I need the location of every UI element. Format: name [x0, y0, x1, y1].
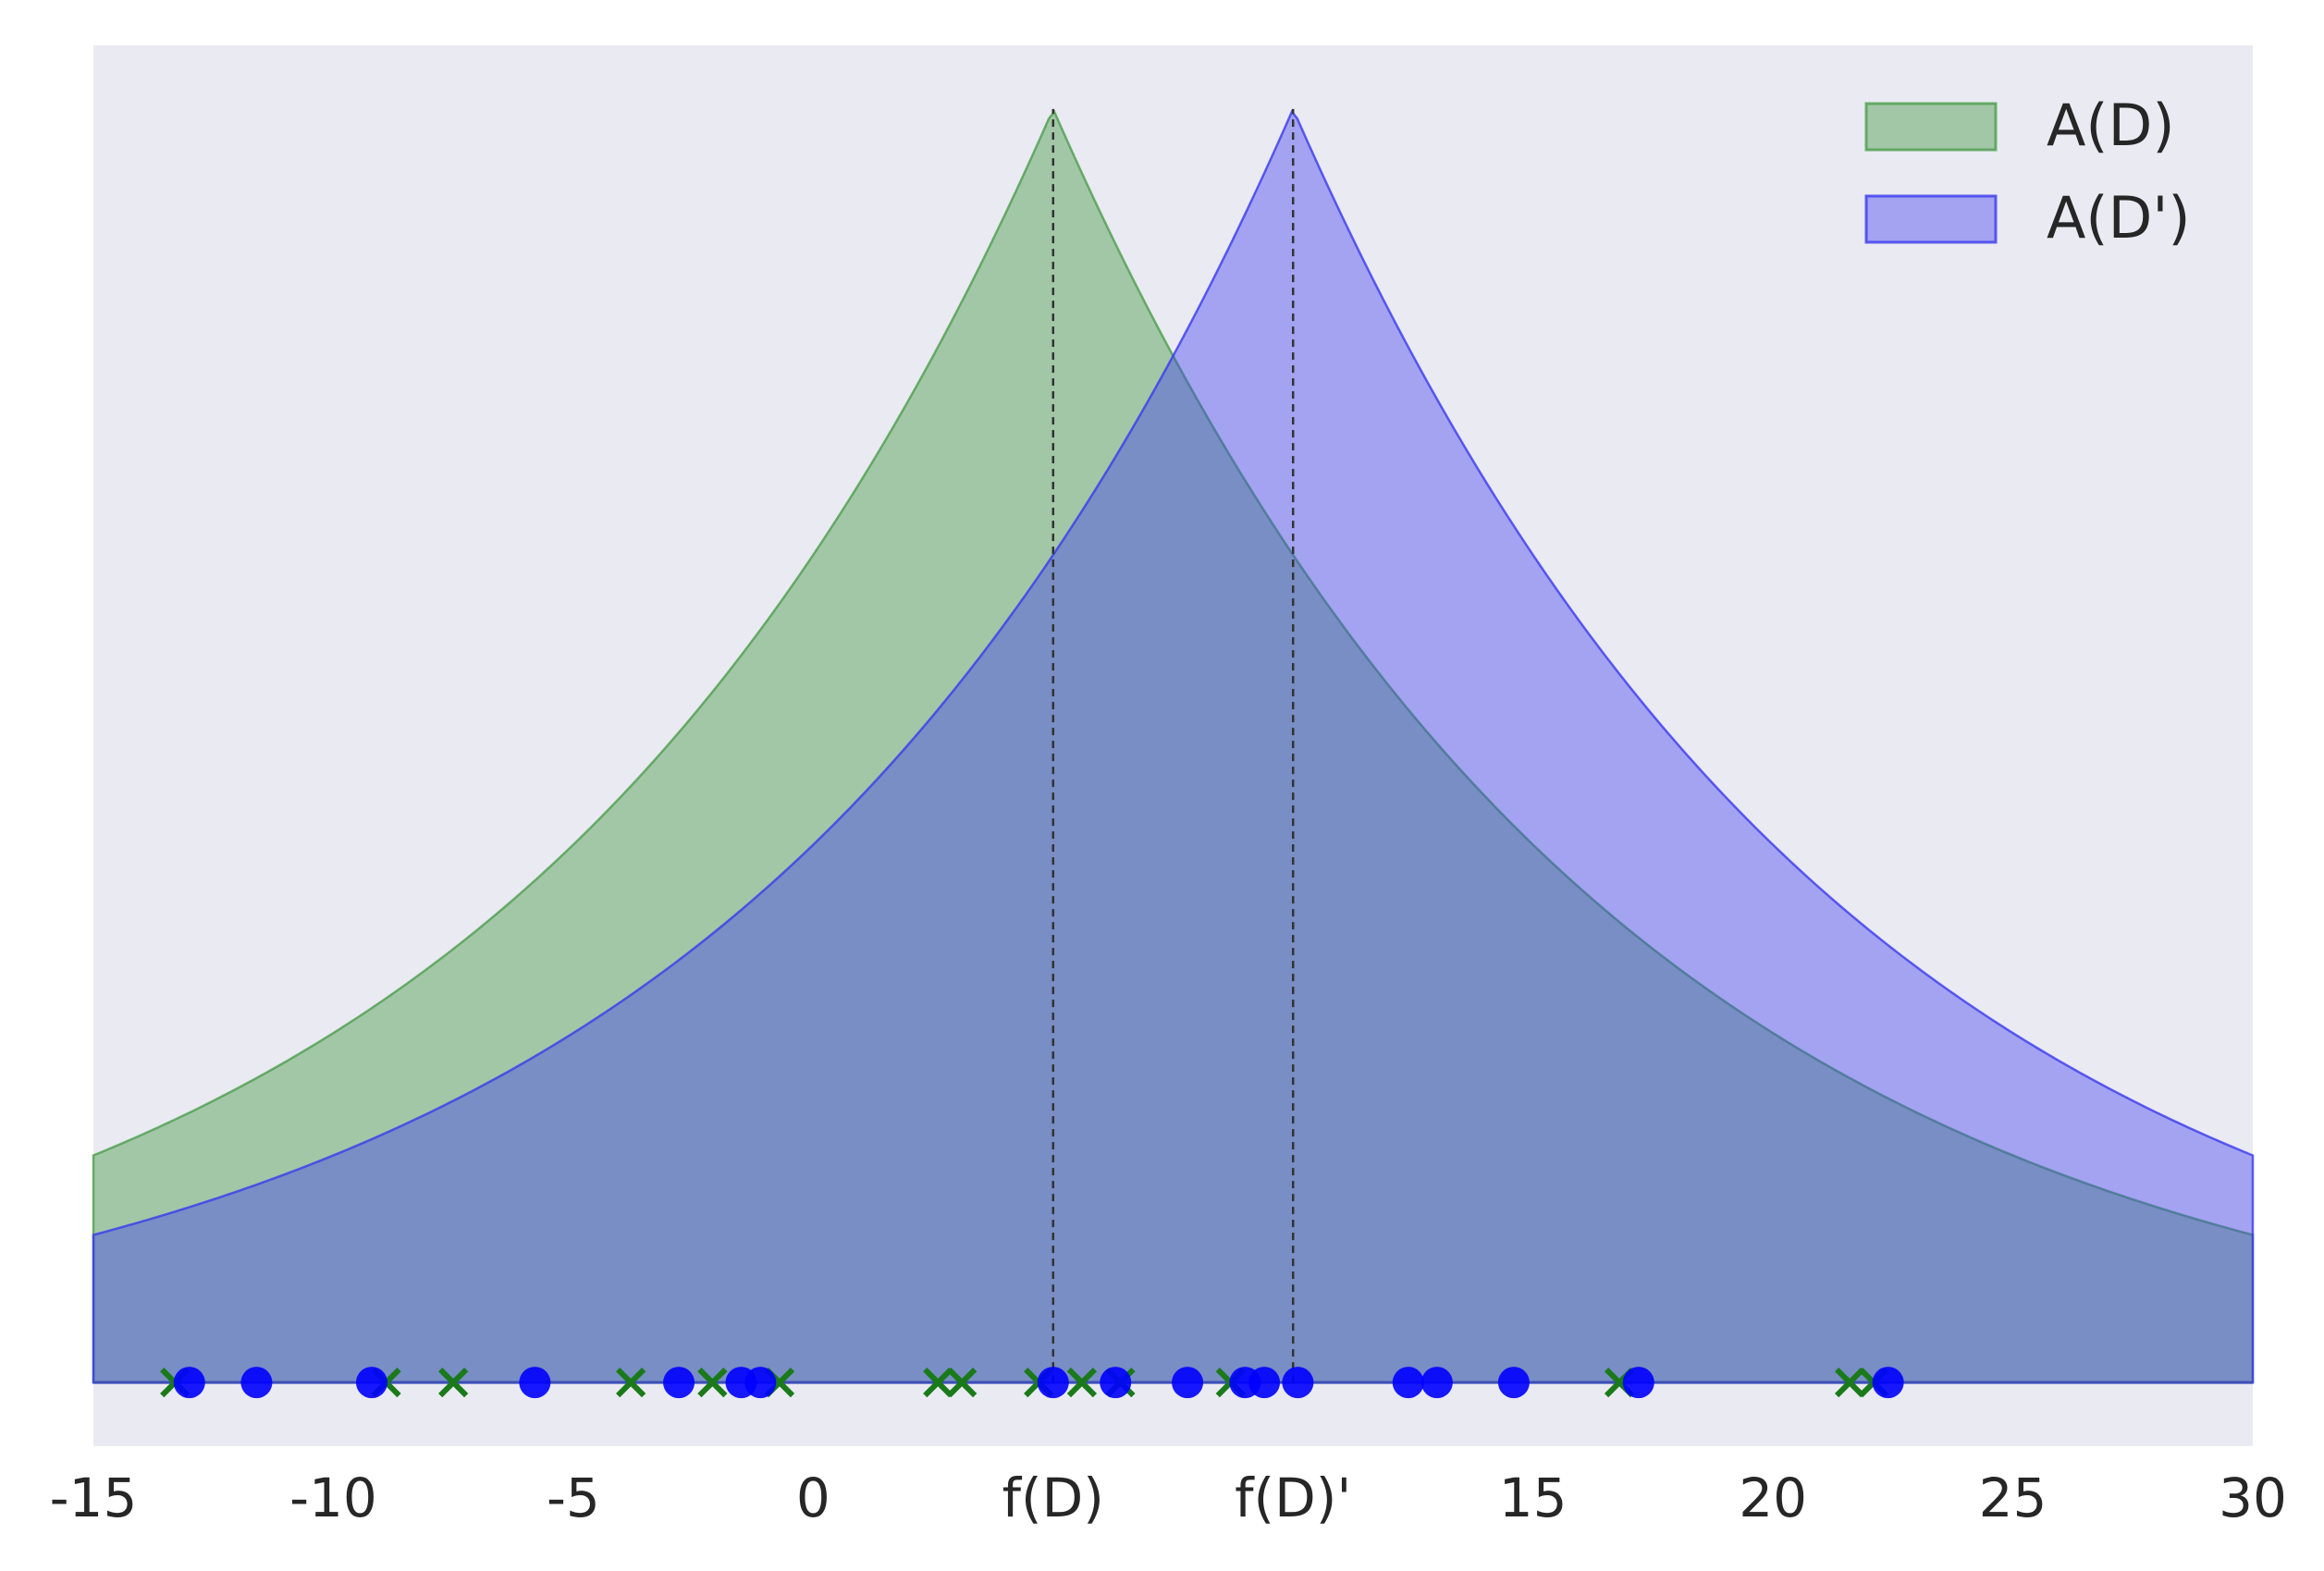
point-D-4 — [697, 1368, 728, 1398]
x-tick-label-8: 25 — [1979, 1467, 2047, 1529]
point-D-13 — [1835, 1368, 1865, 1398]
x-tick-label-0: -15 — [50, 1467, 138, 1529]
point-D-prime-0 — [173, 1367, 205, 1399]
point-D-prime-4 — [663, 1367, 695, 1399]
x-tick-label-2: -5 — [547, 1467, 600, 1529]
point-D-prime-11 — [1248, 1367, 1281, 1399]
point-D-prime-6 — [744, 1367, 777, 1399]
x-axis-ticks: -15 -10 -5 0 f(D) f(D)' 15 20 25 30 — [50, 1467, 2287, 1529]
x-tick-label-6: 15 — [1499, 1467, 1568, 1529]
x-tick-label-9: 30 — [2219, 1467, 2287, 1529]
point-D-3 — [616, 1368, 646, 1398]
point-D-prime-12 — [1282, 1367, 1314, 1399]
legend-swatch-1 — [1864, 194, 1998, 244]
point-D-6 — [923, 1368, 953, 1398]
area-series-1 — [92, 109, 2255, 1384]
legend-label-1: A(D') — [2047, 184, 2191, 252]
x-tick-label-5: f(D)' — [1235, 1467, 1351, 1529]
sample-points — [160, 1367, 1904, 1399]
x-tick-label-3: 0 — [796, 1467, 830, 1529]
point-D-2 — [438, 1368, 469, 1398]
legend: A(D) A(D') — [1864, 92, 2191, 252]
point-D-prime-1 — [240, 1367, 273, 1399]
point-D-prime-14 — [1420, 1367, 1453, 1399]
plot-background — [93, 45, 2253, 1446]
point-D-prime-9 — [1172, 1367, 1204, 1399]
point-D-prime-16 — [1622, 1367, 1654, 1399]
reference-lines — [1051, 108, 1295, 1383]
legend-swatch-0 — [1864, 102, 1998, 152]
point-D-prime-2 — [355, 1367, 387, 1399]
point-D-prime-17 — [1872, 1367, 1904, 1399]
point-D-prime-7 — [1037, 1367, 1069, 1399]
point-D-prime-3 — [519, 1367, 551, 1399]
legend-label-0: A(D) — [2047, 92, 2175, 159]
area-series-0 — [92, 109, 2255, 1384]
point-D-prime-15 — [1497, 1367, 1530, 1399]
point-D-prime-8 — [1100, 1367, 1132, 1399]
x-tick-label-1: -10 — [289, 1467, 377, 1529]
point-D-prime-13 — [1392, 1367, 1424, 1399]
point-D-9 — [1066, 1368, 1098, 1398]
point-D-7 — [947, 1368, 978, 1398]
x-tick-label-7: 20 — [1739, 1467, 1807, 1529]
density-areas — [92, 109, 2255, 1384]
x-tick-label-4: f(D) — [1002, 1467, 1104, 1529]
